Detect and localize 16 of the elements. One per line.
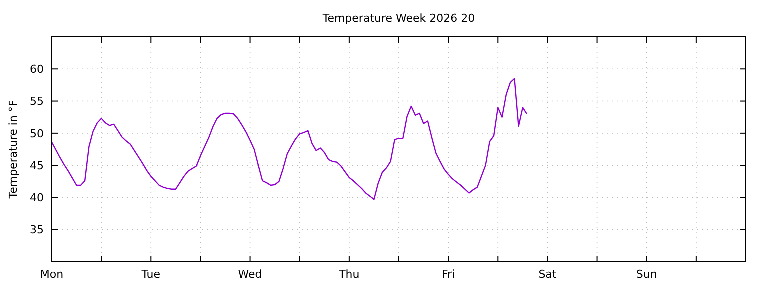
x-tick-label: Sun (636, 268, 658, 281)
y-tick-label: 35 (30, 224, 44, 237)
chart-title: Temperature Week 2026 20 (322, 12, 476, 25)
line-series (51, 78, 528, 200)
y-tick-label: 60 (30, 62, 44, 76)
y-tick-label: 45 (30, 159, 44, 172)
y-tick-label: 40 (30, 192, 44, 205)
x-tick-label: Sat (538, 268, 558, 281)
x-tick-label: Mon (40, 268, 64, 281)
y-axis-title: Temperature in °F (7, 100, 20, 200)
x-tick-label: Fri (442, 268, 456, 281)
x-tick-label: Tue (140, 268, 161, 281)
y-tick-label: 55 (30, 95, 44, 108)
x-tick-label: Thu (338, 268, 360, 281)
x-tick-label: Wed (238, 268, 262, 281)
y-tick-label: 50 (30, 127, 44, 140)
